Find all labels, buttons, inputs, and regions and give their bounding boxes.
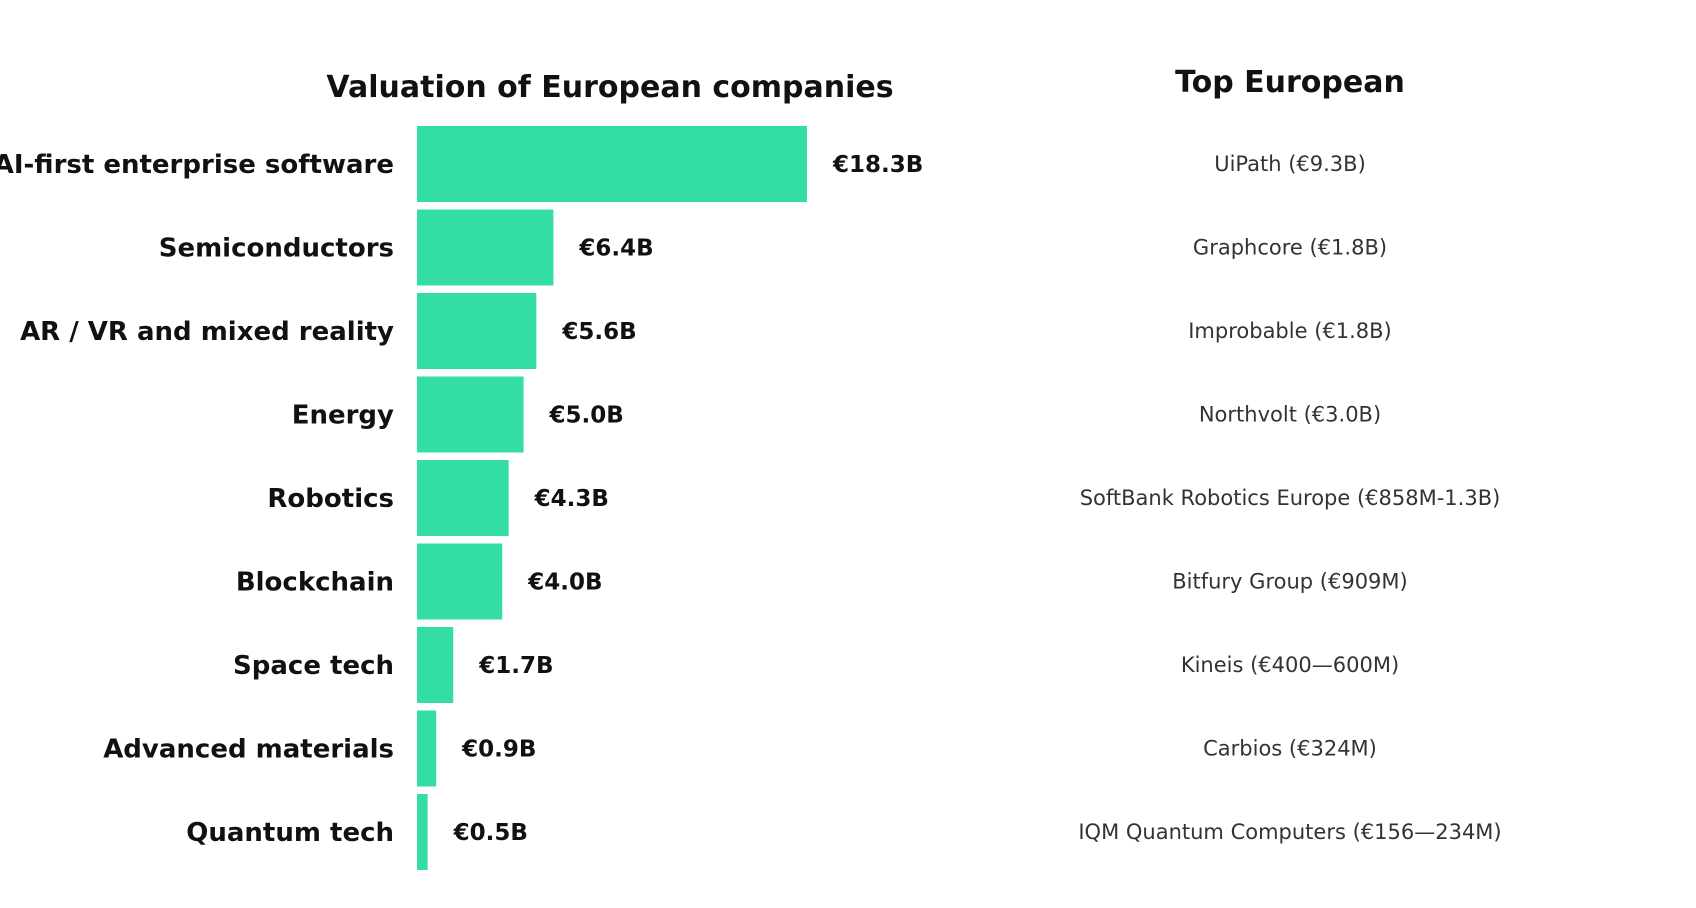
- category-label: AI-first enterprise software: [0, 150, 394, 180]
- category-label: Energy: [292, 401, 394, 431]
- value-label: €0.9B: [461, 737, 536, 763]
- value-label: €5.6B: [561, 319, 636, 345]
- top-company-label: SoftBank Robotics Europe (€858M-1.3B): [1080, 486, 1501, 510]
- bar-1: [417, 209, 554, 286]
- value-label: €4.3B: [534, 486, 609, 512]
- bar-6: [417, 627, 454, 703]
- bar-8: [417, 794, 428, 870]
- value-label: €18.3B: [832, 152, 923, 178]
- category-label: AR / VR and mixed reality: [20, 317, 394, 347]
- category-label: Semiconductors: [159, 234, 394, 264]
- category-label: Robotics: [267, 484, 394, 514]
- category-label: Blockchain: [236, 568, 394, 598]
- value-label: €5.0B: [549, 403, 624, 429]
- value-label: €4.0B: [527, 570, 602, 596]
- top-european-heading: Top European: [1175, 65, 1405, 100]
- top-company-label: Graphcore (€1.8B): [1193, 236, 1387, 260]
- top-company-label: UiPath (€9.3B): [1214, 152, 1366, 176]
- bar-4: [417, 460, 509, 536]
- top-company-label: IQM Quantum Computers (€156—234M): [1078, 820, 1501, 844]
- top-company-label: Carbios (€324M): [1203, 737, 1377, 761]
- value-label: €6.4B: [578, 236, 653, 262]
- bar-2: [417, 293, 537, 369]
- top-company-label: Northvolt (€3.0B): [1199, 403, 1381, 427]
- value-label: €0.5B: [453, 820, 528, 846]
- category-label: Space tech: [233, 651, 394, 681]
- chart-title: Valuation of European companies: [326, 70, 893, 105]
- bars-group: AI-first enterprise software €18.3B UiPath…: [0, 126, 1502, 870]
- top-company-label: Bitfury Group (€909M): [1172, 570, 1407, 594]
- value-label: €1.7B: [478, 653, 553, 679]
- bar-3: [417, 376, 524, 453]
- bar-5: [417, 543, 503, 620]
- category-label: Quantum tech: [186, 818, 394, 848]
- top-company-label: Improbable (€1.8B): [1188, 319, 1392, 343]
- bar-0: [417, 126, 807, 202]
- bar-7: [417, 710, 437, 787]
- category-label: Advanced materials: [103, 735, 394, 765]
- top-company-label: Kineis (€400—600M): [1181, 653, 1399, 677]
